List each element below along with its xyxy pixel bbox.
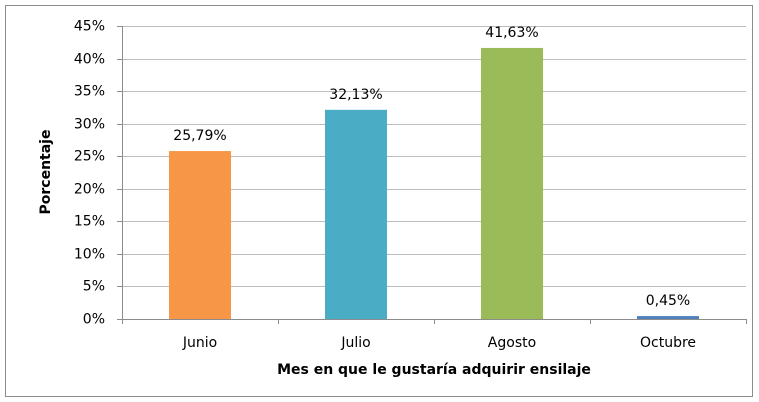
x-tick-label: Octubre [640, 335, 696, 351]
data-label: 0,45% [646, 293, 690, 309]
data-label: 25,79% [173, 128, 226, 144]
y-tick-label: 5% [83, 279, 105, 295]
y-tick-label: 30% [74, 117, 105, 133]
x-tick-label: Agosto [488, 335, 536, 351]
x-axis-title: Mes en que le gustaría adquirir ensilaje [277, 362, 591, 378]
bar [637, 316, 699, 319]
bar [325, 109, 387, 319]
x-tick-label: Julio [340, 335, 370, 351]
y-tick-label: 40% [74, 52, 105, 68]
y-tick-label: 15% [74, 214, 105, 230]
data-label: 32,13% [329, 87, 382, 103]
y-tick-label: 25% [74, 149, 105, 165]
y-tick-label: 45% [74, 19, 105, 35]
y-tick-label: 0% [83, 312, 105, 328]
bar [481, 47, 543, 319]
y-tick-label: 35% [74, 84, 105, 100]
bar [169, 151, 231, 319]
y-tick-label: 10% [74, 247, 105, 263]
y-tick-label: 20% [74, 182, 105, 198]
data-label: 41,63% [485, 25, 538, 41]
y-axis-title: Porcentaje [38, 130, 54, 215]
x-tick-label: Junio [182, 335, 217, 351]
